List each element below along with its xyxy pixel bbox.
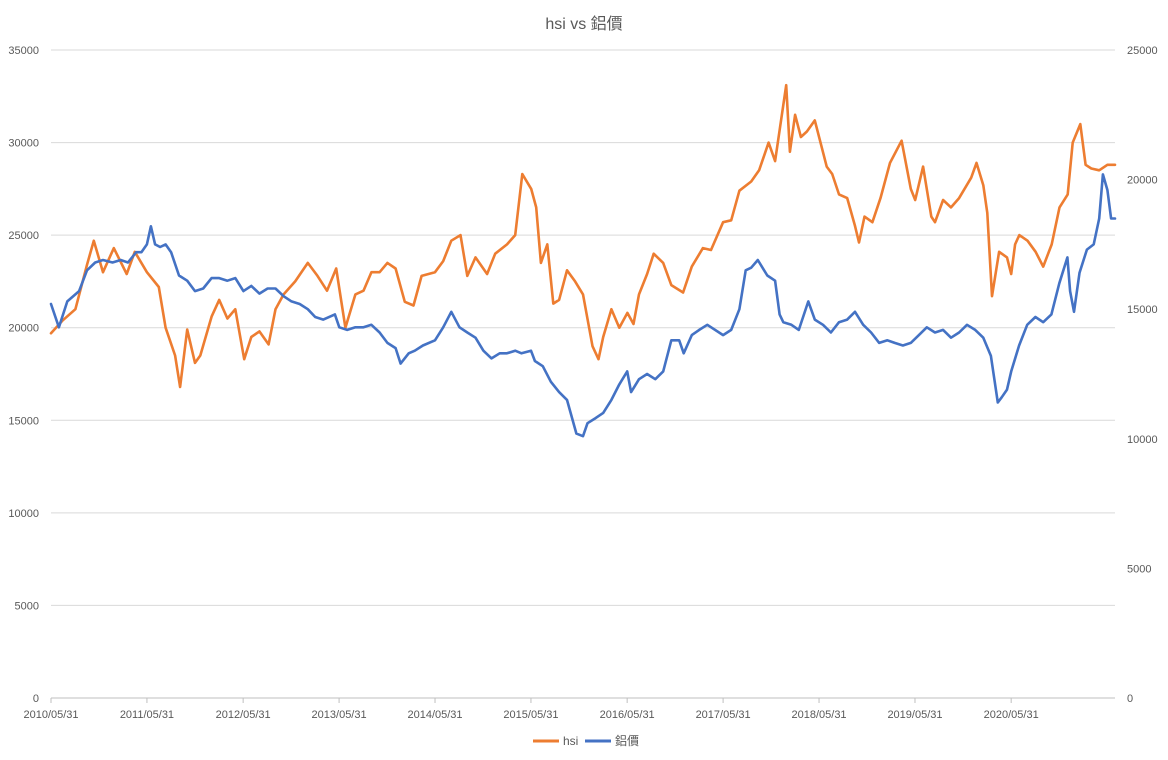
series-line-aluminium bbox=[49, 173, 1117, 438]
y-left-tick-label: 0 bbox=[33, 693, 39, 705]
chart-title: hsi vs 鋁價 bbox=[545, 15, 622, 33]
legend-label: 鋁價 bbox=[615, 734, 639, 748]
series-line-hsi bbox=[49, 83, 1117, 389]
y-left-tick-label: 35000 bbox=[8, 45, 39, 57]
x-tick-label: 2020/05/31 bbox=[984, 709, 1039, 721]
y-left-tick-label: 20000 bbox=[8, 323, 39, 335]
y-left-tick-label: 10000 bbox=[8, 508, 39, 520]
x-tick-label: 2017/05/31 bbox=[696, 709, 751, 721]
right-axis: 0 5000 10000 15000 20000 25000 bbox=[1127, 45, 1158, 705]
y-left-tick-label: 5000 bbox=[15, 600, 39, 612]
gridlines bbox=[51, 49, 1115, 699]
y-right-tick-label: 10000 bbox=[1127, 434, 1158, 446]
y-left-tick-label: 15000 bbox=[8, 415, 39, 427]
x-tick-label: 2011/05/31 bbox=[120, 709, 174, 721]
left-axis: 0 5000 10000 15000 20000 25000 30000 35000 bbox=[8, 45, 39, 705]
y-left-tick-label: 30000 bbox=[8, 138, 39, 150]
x-tick-label: 2015/05/31 bbox=[503, 709, 558, 721]
x-tick-label: 2013/05/31 bbox=[312, 709, 367, 721]
x-tick-label: 2018/05/31 bbox=[792, 709, 847, 721]
x-tick-label: 2019/05/31 bbox=[887, 709, 942, 721]
y-left-tick-label: 25000 bbox=[8, 230, 39, 242]
x-axis: 2010/05/31 2011/05/31 2012/05/31 2013/05/31… bbox=[23, 697, 1115, 721]
y-right-tick-label: 20000 bbox=[1127, 175, 1158, 187]
y-right-tick-label: 5000 bbox=[1127, 563, 1151, 575]
legend-label: hsi bbox=[563, 734, 578, 748]
x-tick-label: 2016/05/31 bbox=[600, 709, 655, 721]
y-right-tick-label: 0 bbox=[1127, 693, 1133, 705]
y-right-tick-label: 25000 bbox=[1127, 45, 1158, 57]
legend: hsi 鋁價 bbox=[533, 734, 639, 748]
x-tick-label: 2012/05/31 bbox=[216, 709, 271, 721]
x-tick-label: 2014/05/31 bbox=[407, 709, 462, 721]
x-tick-label: 2010/05/31 bbox=[23, 709, 78, 721]
series-lines bbox=[49, 83, 1117, 438]
y-right-tick-label: 15000 bbox=[1127, 304, 1158, 316]
